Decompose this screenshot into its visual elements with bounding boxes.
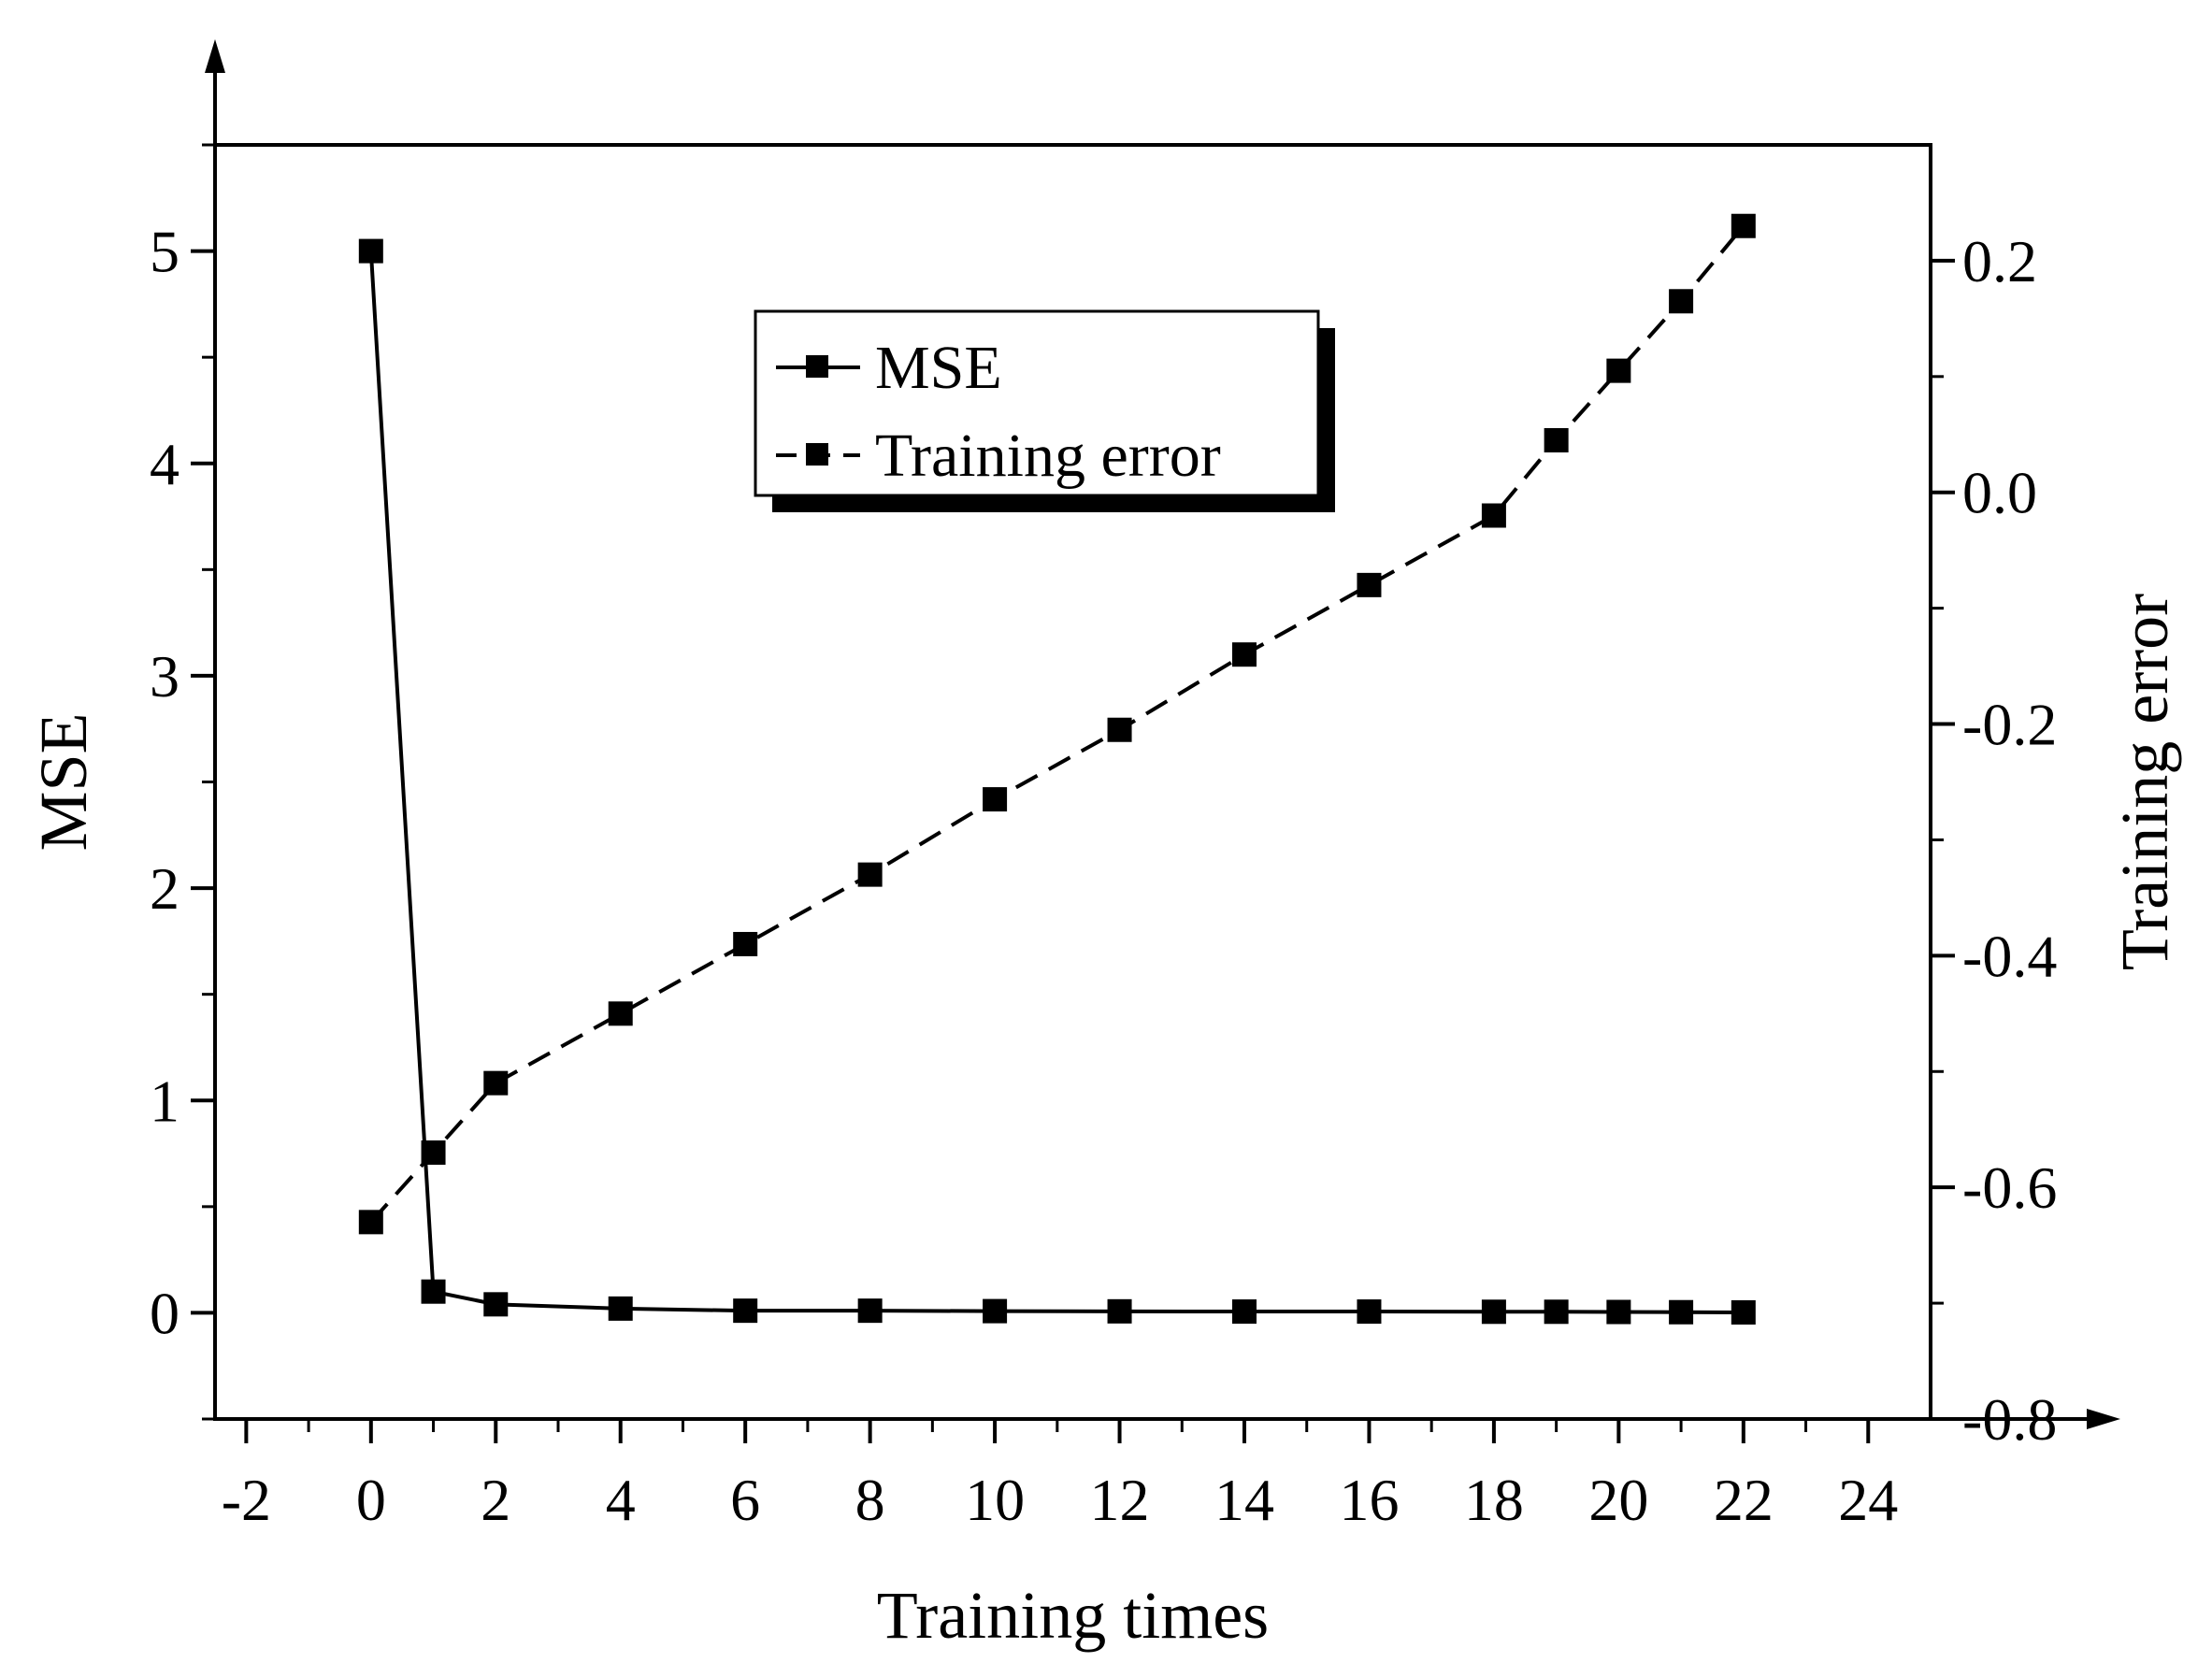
data-point-marker [733,1298,758,1324]
x-axis-ticks: -2 0 2 4 6 8 10 12 14 16 18 20 22 24 [222,1419,1898,1533]
x-tick-label: 4 [606,1467,636,1533]
right-y-axis-ticks: 0.2 0.0 -0.2 -0.4 -0.6 -0.8 [1931,228,2057,1453]
x-tick-label: 14 [1214,1467,1274,1533]
data-point-marker [483,1292,509,1317]
data-point-marker [1544,1299,1569,1325]
x-tick-label: 2 [481,1467,510,1533]
legend-label: Training error [875,422,1221,490]
right-y-tick-label: -0.8 [1962,1386,2057,1453]
data-point-marker [1357,1299,1382,1325]
right-y-tick-label: -0.4 [1962,923,2057,989]
legend-label: MSE [875,334,1002,402]
series-training-error [358,213,1756,1235]
x-axis-arrow [2087,1409,2120,1429]
x-tick-label: 24 [1838,1467,1898,1533]
data-point-marker [358,1210,383,1235]
data-point-marker [1232,642,1257,667]
legend-marker [806,443,828,466]
x-axis-title: Training times [877,1578,1269,1653]
data-point-marker [1481,503,1506,528]
left-y-axis-ticks: 0 1 2 3 4 5 [150,143,215,1421]
data-point-marker [358,238,383,264]
data-point-marker [1731,1299,1756,1325]
x-tick-label: 16 [1339,1467,1399,1533]
data-point-marker [733,931,758,956]
right-y-axis-title: Training error [2107,594,2182,970]
plot-frame [205,39,2120,1429]
x-tick-label: 12 [1090,1467,1150,1533]
x-tick-label: 0 [356,1467,386,1533]
x-tick-label: -2 [222,1467,271,1533]
data-point-marker [857,1298,883,1324]
x-tick-label: 20 [1588,1467,1648,1533]
right-y-tick-label: -0.2 [1962,692,2057,758]
x-tick-label: 10 [965,1467,1025,1533]
data-point-marker [608,1001,633,1026]
series-mse [358,238,1756,1325]
data-point-marker [1731,213,1756,238]
legend-box [754,309,1320,497]
x-tick-label: 6 [730,1467,760,1533]
left-y-tick-label: 4 [150,431,180,497]
right-y-tick-label: -0.6 [1962,1154,2057,1221]
data-point-marker [857,862,883,887]
data-point-marker [1606,1299,1631,1325]
data-point-marker [1232,1299,1257,1325]
data-point-marker [1669,289,1694,314]
left-y-tick-label: 3 [150,643,180,710]
right-y-tick-label: 0.0 [1962,460,2037,526]
x-tick-label: 22 [1714,1467,1774,1533]
series-layer [358,213,1756,1325]
data-point-marker [983,1298,1008,1324]
data-point-marker [1357,572,1382,597]
data-point-marker [1606,358,1631,383]
y-axis-arrow [205,39,225,73]
data-point-marker [421,1279,446,1304]
data-point-marker [483,1070,509,1096]
data-point-marker [1107,1298,1132,1324]
data-point-marker [983,787,1008,812]
data-point-marker [421,1140,446,1166]
left-y-axis-title: MSE [26,712,101,851]
left-y-tick-label: 5 [150,219,180,285]
x-tick-label: 18 [1464,1467,1524,1533]
legend: MSE Training error [754,309,1335,512]
right-y-tick-label: 0.2 [1962,228,2037,294]
left-y-tick-label: 2 [150,855,180,922]
left-y-tick-label: 0 [150,1280,180,1346]
x-tick-label: 8 [855,1467,885,1533]
legend-marker [806,355,828,378]
data-point-marker [1107,717,1132,742]
data-point-marker [608,1296,633,1321]
left-y-tick-label: 1 [150,1068,180,1134]
data-point-marker [1669,1299,1694,1325]
data-point-marker [1544,427,1569,452]
data-point-marker [1481,1299,1506,1325]
